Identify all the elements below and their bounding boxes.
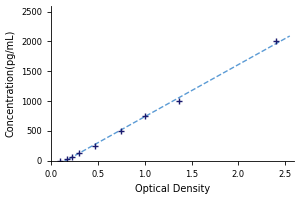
Point <box>58 159 63 162</box>
Point <box>119 129 124 133</box>
Point <box>77 152 82 155</box>
Point <box>69 155 74 159</box>
Point <box>177 100 182 103</box>
Point <box>142 114 147 118</box>
Point <box>273 40 278 43</box>
Point <box>64 157 69 161</box>
Point <box>93 144 98 148</box>
X-axis label: Optical Density: Optical Density <box>135 184 210 194</box>
Y-axis label: Concentration(pg/mL): Concentration(pg/mL) <box>6 30 16 137</box>
